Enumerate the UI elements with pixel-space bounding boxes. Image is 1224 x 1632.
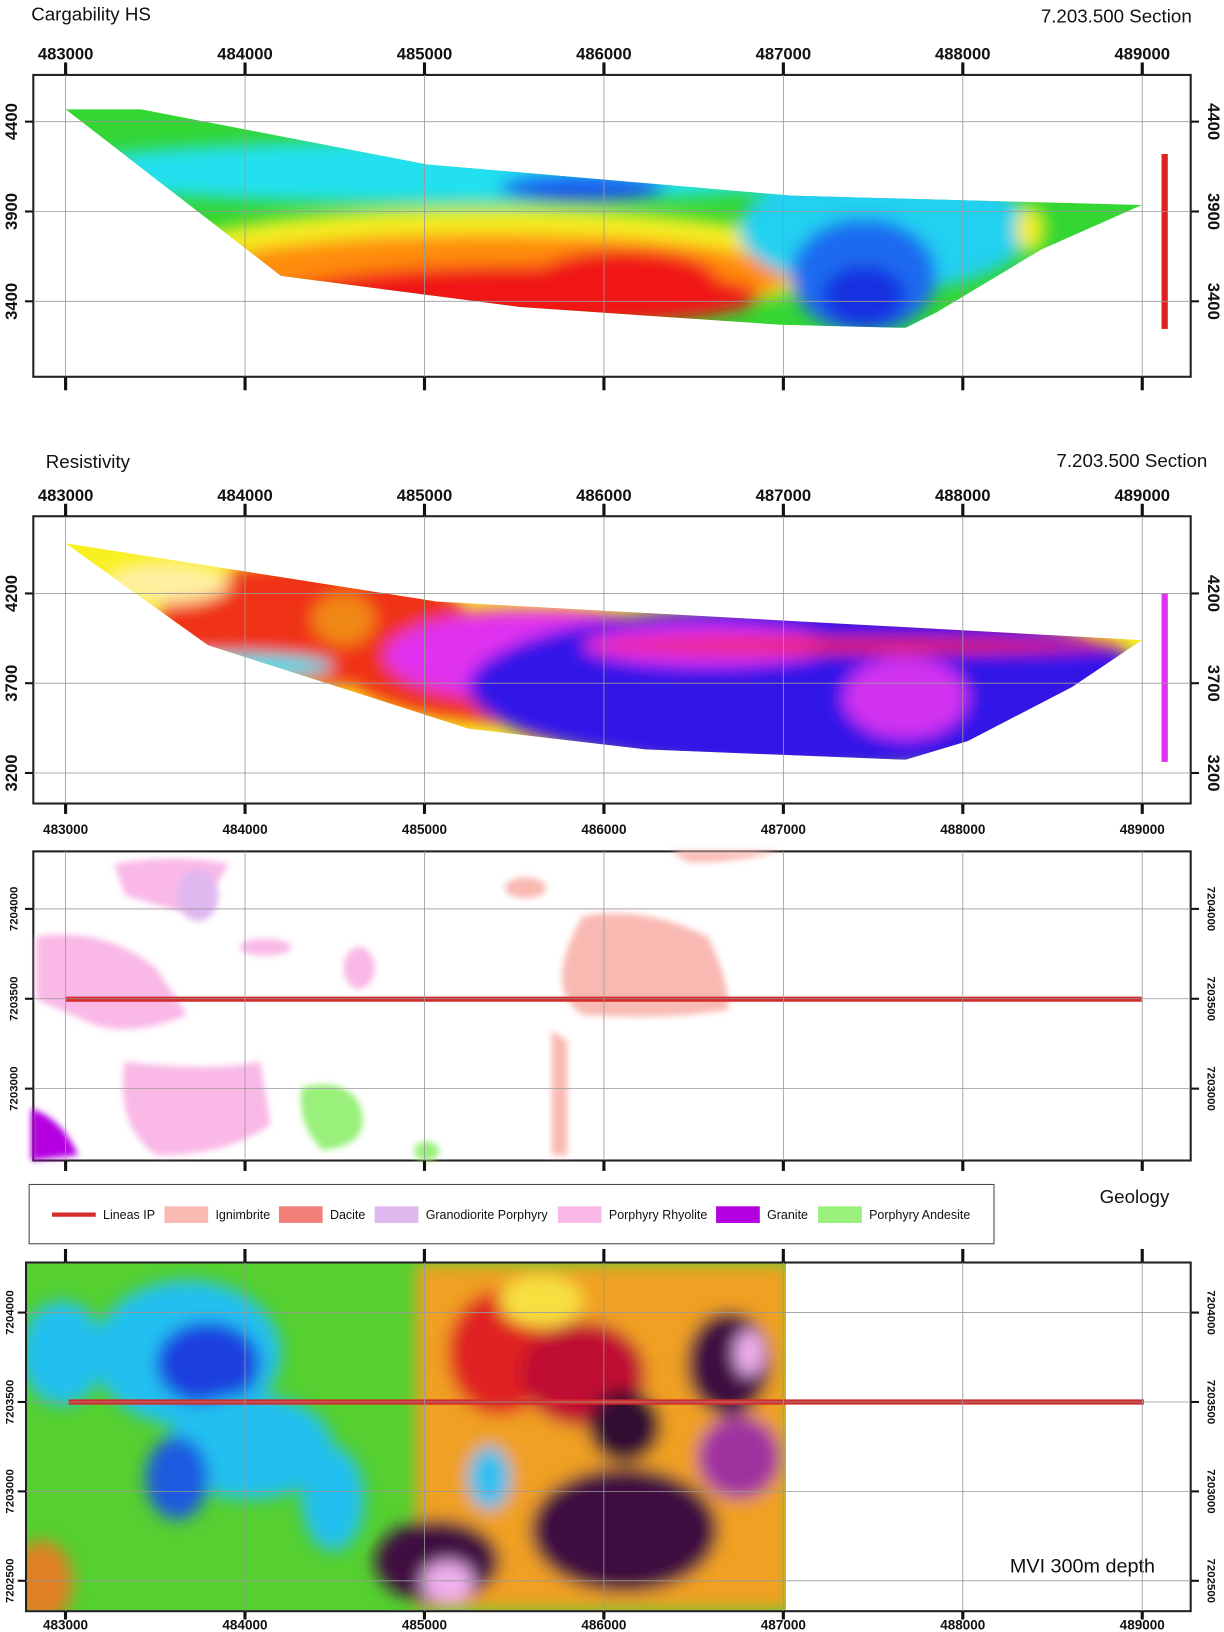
panel-title: Cargability HS [31, 4, 151, 25]
section-label: 7.203.500 Section [1041, 6, 1192, 27]
x-tick-label: 483000 [38, 486, 94, 505]
legend-swatch [164, 1206, 209, 1223]
x-tick-label: 489000 [1114, 45, 1170, 64]
color-scale [1161, 593, 1168, 762]
y-tick-label: 7204000 [1204, 1290, 1216, 1335]
x-tick-label: 485000 [402, 1617, 447, 1632]
y-tick-label: 7204000 [4, 1290, 16, 1335]
y-tick-label: 3200 [1204, 754, 1223, 791]
y-tick-label: 7203000 [1204, 1066, 1216, 1111]
panel-title: MVI 300m depth [1010, 1556, 1155, 1578]
x-tick-label: 489000 [1114, 486, 1170, 505]
y-tick-label: 3200 [2, 754, 21, 791]
x-tick-label: 488000 [935, 45, 991, 64]
x-tick-label: 484000 [222, 1617, 267, 1632]
x-tick-label: 485000 [397, 45, 453, 64]
x-tick-label: 489000 [1120, 1617, 1165, 1632]
y-tick-label: 7202500 [4, 1559, 16, 1604]
legend-label: Porphyry Andesite [869, 1208, 970, 1222]
y-tick-label: 3900 [1204, 193, 1223, 230]
y-tick-label: 3400 [2, 283, 21, 320]
x-tick-label: 487000 [756, 486, 812, 505]
y-tick-label: 7203500 [1204, 1380, 1216, 1425]
y-tick-label: 7203000 [1204, 1469, 1216, 1514]
x-tick-label: 489000 [1120, 822, 1165, 837]
panel-frame [32, 850, 1192, 1162]
legend-title: Geology [1100, 1186, 1170, 1207]
geology-units [31, 851, 781, 1161]
legend-label: Lineas IP [103, 1208, 155, 1222]
y-tick-label: 7202500 [1204, 1559, 1216, 1604]
x-tick-label: 484000 [217, 45, 273, 64]
panel-title: Resistivity [46, 451, 131, 472]
legend-label: Granite [767, 1208, 808, 1222]
legend-swatch [716, 1206, 760, 1223]
y-tick-label: 4400 [1204, 103, 1223, 140]
x-tick-label: 483000 [43, 822, 88, 837]
legend-swatch [278, 1206, 323, 1223]
x-tick-label: 488000 [940, 822, 985, 837]
x-tick-label: 486000 [576, 486, 632, 505]
resistivity-section [65, 543, 1142, 760]
y-tick-label: 7203000 [9, 1066, 21, 1111]
y-tick-label: 3700 [1204, 665, 1223, 702]
mvi-image [27, 1263, 786, 1611]
x-tick-label: 488000 [935, 486, 991, 505]
panel-frame [32, 73, 1192, 378]
y-tick-label: 4200 [1204, 575, 1223, 612]
section-label: 7.203.500 Section [1056, 450, 1207, 471]
legend-swatch [818, 1206, 862, 1223]
color-scale [1161, 154, 1168, 329]
panel-frame [24, 1261, 1192, 1613]
legend-label: Granodiorite Porphyry [426, 1208, 549, 1222]
y-tick-label: 7203000 [4, 1469, 16, 1514]
x-tick-label: 484000 [217, 486, 273, 505]
x-tick-label: 485000 [397, 486, 453, 505]
x-tick-label: 485000 [402, 822, 447, 837]
legend-swatch [557, 1206, 602, 1223]
x-tick-label: 486000 [576, 45, 632, 64]
legend-label: Porphyry Rhyolite [609, 1208, 707, 1222]
x-tick-label: 487000 [756, 45, 812, 64]
legend-label: Ignimbrite [215, 1208, 270, 1222]
chargeability-section [65, 109, 1142, 328]
y-tick-label: 3700 [2, 665, 21, 702]
x-tick-label: 487000 [761, 822, 806, 837]
legend: Lineas IP Ignimbrite Dacite Granodiorite Po… [52, 1206, 970, 1223]
y-tick-label: 4400 [2, 103, 21, 140]
x-tick-label: 484000 [222, 822, 267, 837]
legend-label: Dacite [330, 1208, 365, 1222]
y-tick-label: 7203500 [9, 976, 21, 1021]
y-tick-label: 7203500 [1204, 976, 1216, 1021]
panel-frame [32, 515, 1192, 805]
y-tick-label: 7204000 [9, 887, 21, 932]
y-tick-label: 7203500 [4, 1380, 16, 1425]
legend-swatch [374, 1206, 419, 1223]
x-tick-label: 483000 [43, 1617, 88, 1632]
x-tick-label: 486000 [581, 1617, 626, 1632]
y-tick-label: 4200 [2, 575, 21, 612]
y-tick-label: 7204000 [1204, 887, 1216, 932]
y-tick-label: 3900 [2, 193, 21, 230]
x-tick-label: 487000 [761, 1617, 806, 1632]
x-tick-label: 483000 [38, 45, 94, 64]
x-tick-label: 488000 [940, 1617, 985, 1632]
x-tick-label: 486000 [581, 822, 626, 837]
y-tick-label: 3400 [1204, 283, 1223, 320]
